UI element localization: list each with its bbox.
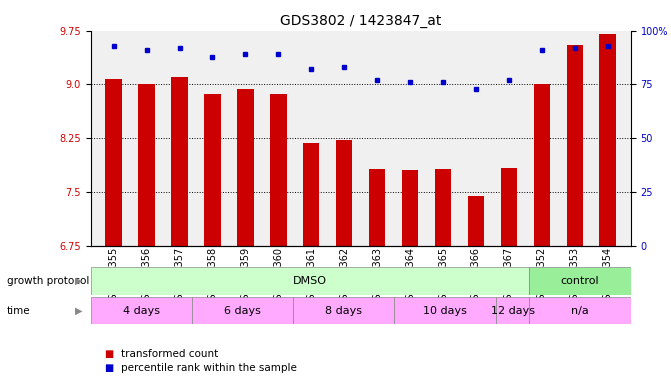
- Bar: [303, 143, 319, 246]
- Bar: [395, 297, 496, 324]
- Text: ■: ■: [104, 363, 113, 373]
- Text: 4 days: 4 days: [123, 306, 160, 316]
- Bar: [599, 34, 616, 246]
- Bar: [138, 84, 155, 246]
- Bar: [468, 195, 484, 246]
- Bar: [336, 141, 352, 246]
- Bar: [270, 94, 287, 246]
- Bar: [171, 77, 188, 246]
- Bar: [402, 170, 418, 246]
- Bar: [192, 297, 293, 324]
- Text: ▶: ▶: [74, 276, 83, 286]
- Text: ■: ■: [104, 349, 113, 359]
- Text: 6 days: 6 days: [224, 306, 261, 316]
- Bar: [237, 89, 254, 246]
- Text: time: time: [7, 306, 30, 316]
- Text: transformed count: transformed count: [121, 349, 218, 359]
- Text: 10 days: 10 days: [423, 306, 467, 316]
- Text: n/a: n/a: [571, 306, 589, 316]
- Bar: [293, 297, 395, 324]
- Bar: [496, 297, 529, 324]
- Bar: [369, 169, 385, 246]
- Bar: [529, 267, 631, 295]
- Bar: [91, 267, 529, 295]
- Bar: [529, 297, 631, 324]
- Bar: [105, 79, 122, 246]
- Text: growth protocol: growth protocol: [7, 276, 89, 286]
- Bar: [501, 168, 517, 246]
- Text: percentile rank within the sample: percentile rank within the sample: [121, 363, 297, 373]
- Text: ▶: ▶: [74, 306, 83, 316]
- Bar: [566, 45, 583, 246]
- Bar: [435, 169, 451, 246]
- Bar: [204, 94, 221, 246]
- Title: GDS3802 / 1423847_at: GDS3802 / 1423847_at: [280, 14, 442, 28]
- Text: control: control: [561, 276, 599, 286]
- Bar: [91, 297, 192, 324]
- Bar: [533, 84, 550, 246]
- Text: 12 days: 12 days: [491, 306, 535, 316]
- Text: 8 days: 8 days: [325, 306, 362, 316]
- Text: DMSO: DMSO: [293, 276, 327, 286]
